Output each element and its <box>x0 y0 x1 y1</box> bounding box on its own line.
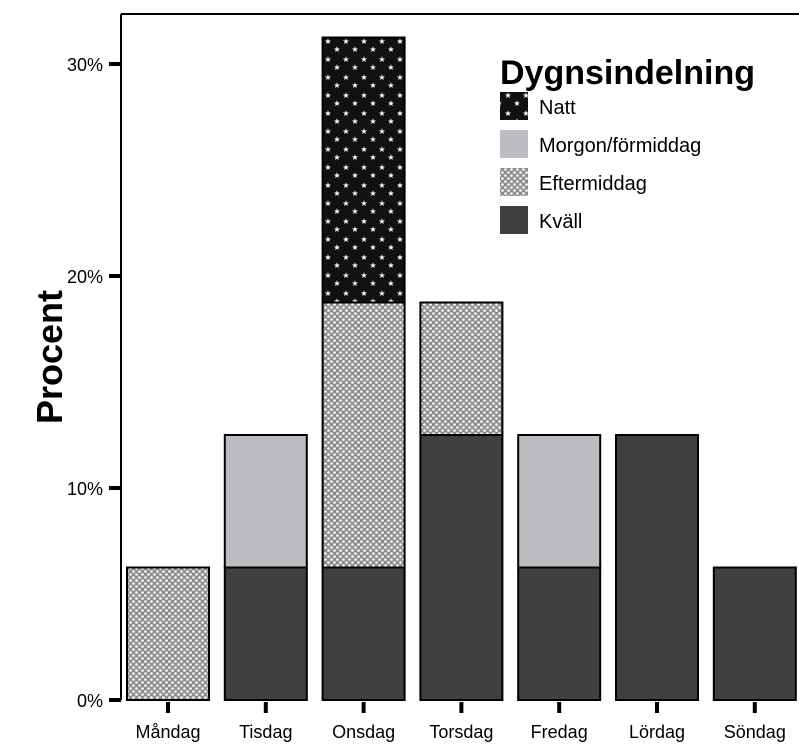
bar-segment-lördag-kvall <box>615 434 699 701</box>
bars-layer <box>126 36 797 701</box>
legend-title: Dygnsindelning <box>500 54 755 92</box>
plot-frame <box>120 13 799 700</box>
x-tick-label-tisdag: Tisdag <box>239 722 292 742</box>
y-tick-label: 10% <box>67 479 103 499</box>
x-axis: Måndag Tisdag Onsdag Torsdag Fredag Lördag Sön… <box>135 702 786 742</box>
legend-swatch-eftermiddag <box>500 168 528 196</box>
x-tick-label-lördag: Lördag <box>629 722 685 742</box>
bar-segment-måndag-eftermiddag <box>126 566 210 701</box>
legend-label-eftermiddag: Eftermiddag <box>539 173 647 195</box>
legend-entries: Natt Morgon/förmiddag Eftermiddag Kväll <box>500 92 701 234</box>
legend-swatch-kvall <box>500 206 528 234</box>
bar-segment-onsdag-natt <box>321 36 406 304</box>
bar-segment-torsdag-kvall <box>419 434 504 701</box>
x-tick-label-fredag: Fredag <box>531 722 588 742</box>
legend: Dygnsindelning Natt Morgon/förmiddag Efter… <box>500 54 755 234</box>
x-tick-label-måndag: Måndag <box>135 722 200 742</box>
y-tick-label: 30% <box>67 55 103 75</box>
bar-segment-fredag-kvall <box>517 566 602 701</box>
legend-label-natt: Natt <box>539 97 576 119</box>
bar-segment-söndag-kvall <box>712 566 797 701</box>
x-tick-label-onsdag: Onsdag <box>332 722 395 742</box>
bar-segment-torsdag-eftermiddag <box>419 301 504 436</box>
x-tick-label-torsdag: Torsdag <box>429 722 493 742</box>
y-axis-title: Procent <box>29 290 70 424</box>
legend-label-morgon: Morgon/förmiddag <box>539 135 701 157</box>
legend-label-kvall: Kväll <box>539 211 582 233</box>
bar-segment-onsdag-kvall <box>321 566 406 701</box>
legend-swatch-natt <box>500 92 528 120</box>
y-tick-label: 0% <box>77 691 103 711</box>
bar-segment-onsdag-eftermiddag <box>321 301 406 569</box>
bar-segment-fredag-morgon <box>517 434 602 569</box>
legend-swatch-morgon <box>500 130 528 158</box>
bar-segment-tisdag-morgon <box>223 434 308 569</box>
y-axis: 0% 10% 20% 30% <box>67 55 121 711</box>
bar-segment-tisdag-kvall <box>223 566 308 701</box>
y-tick-label: 20% <box>67 267 103 287</box>
x-tick-label-söndag: Söndag <box>724 722 786 742</box>
